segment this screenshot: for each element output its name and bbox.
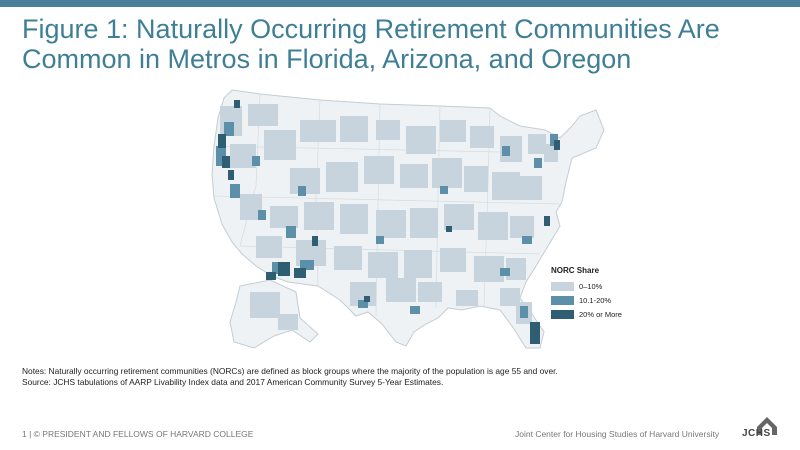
norc-region: [554, 140, 560, 150]
norc-region: [230, 144, 256, 168]
us-norc-map: [200, 86, 640, 361]
norc-region: [440, 120, 466, 142]
copyright-footer: 1 | © PRESIDENT AND FELLOWS OF HARVARD C…: [22, 429, 254, 439]
page-title: Figure 1: Naturally Occurring Retirement…: [22, 14, 782, 74]
norc-region: [270, 206, 298, 228]
norc-region: [264, 130, 296, 160]
norc-region: [364, 296, 370, 302]
norc-region: [376, 120, 400, 140]
legend-label-low: 0–10%: [579, 282, 603, 291]
norc-region: [474, 256, 504, 282]
norc-region: [300, 120, 336, 142]
norc-region: [256, 236, 282, 258]
title-line-1: Figure 1: Naturally Occurring Retirement…: [22, 14, 720, 44]
norc-region: [406, 126, 436, 154]
norc-region: [368, 252, 398, 278]
legend-swatch-low: [551, 282, 574, 291]
legend-item-low: 0–10%: [551, 280, 646, 293]
norc-region: [250, 292, 280, 318]
norc-region: [224, 122, 234, 136]
norc-region: [326, 162, 358, 192]
organization-footer: Joint Center for Housing Studies of Harv…: [515, 429, 720, 439]
norc-region: [418, 282, 442, 302]
norc-region: [278, 262, 290, 276]
norc-regions-dark: [218, 100, 560, 344]
norc-region: [506, 258, 526, 280]
norc-region: [530, 322, 540, 344]
norc-region: [376, 210, 406, 238]
norc-region: [520, 306, 528, 318]
norc-region: [258, 210, 266, 220]
norc-region: [216, 146, 226, 166]
norc-region: [248, 104, 278, 126]
norc-region: [240, 194, 262, 220]
norc-region: [234, 100, 240, 108]
norc-regions-light: [220, 104, 558, 330]
norc-region: [500, 268, 510, 276]
norc-region: [432, 158, 462, 188]
figure-notes: Notes: Naturally occurring retirement co…: [22, 366, 782, 388]
norc-region: [522, 236, 532, 244]
norc-region: [400, 164, 428, 188]
legend-swatch-mid: [551, 296, 574, 305]
map-svg: [211, 89, 605, 349]
legend-title: NORC Share: [551, 266, 600, 275]
norc-region: [440, 186, 448, 194]
norc-region: [410, 208, 438, 238]
norc-region: [404, 250, 432, 278]
norc-region: [334, 246, 362, 270]
map-legend: NORC Share 0–10% 10.1-20% 20% or More: [551, 266, 646, 322]
legend-item-mid: 10.1-20%: [551, 294, 646, 307]
norc-region: [298, 186, 306, 196]
norc-region: [312, 236, 318, 246]
norc-region: [266, 272, 276, 280]
norc-region: [544, 216, 550, 226]
norc-region: [502, 146, 510, 156]
notes-line: Notes: Naturally occurring retirement co…: [22, 366, 558, 376]
jchs-house-logo-icon: [757, 417, 777, 435]
norc-region: [252, 156, 260, 166]
norc-region: [222, 156, 230, 168]
norc-region: [478, 212, 508, 240]
norc-region: [340, 204, 368, 234]
norc-region: [278, 314, 298, 330]
norc-region: [286, 226, 296, 238]
norc-region: [446, 226, 452, 232]
norc-region: [440, 248, 466, 272]
norc-region: [300, 260, 314, 270]
norc-region: [500, 288, 520, 306]
norc-region: [444, 204, 474, 230]
norc-region: [364, 156, 394, 184]
norc-region: [358, 300, 368, 308]
norc-region: [340, 116, 368, 142]
top-accent-bar: [0, 0, 800, 7]
norc-region: [218, 134, 226, 148]
legend-swatch-high: [551, 310, 574, 319]
norc-region: [456, 290, 478, 306]
norc-region: [228, 170, 234, 180]
title-line-2: Common in Metros in Florida, Arizona, an…: [22, 44, 632, 74]
norc-region: [492, 172, 520, 200]
legend-item-high: 20% or More: [551, 308, 646, 321]
norc-region: [520, 176, 542, 200]
norc-region: [410, 306, 420, 314]
source-line: Source: JCHS tabulations of AARP Livabil…: [22, 377, 444, 387]
norc-region: [534, 158, 542, 168]
norc-region: [464, 166, 488, 192]
norc-region: [230, 184, 240, 198]
norc-region: [470, 126, 494, 148]
legend-label-high: 20% or More: [579, 310, 622, 319]
norc-region: [510, 216, 534, 238]
norc-region: [386, 278, 416, 302]
norc-region: [376, 236, 384, 244]
norc-region: [304, 202, 334, 230]
norc-region: [294, 268, 306, 278]
legend-label-mid: 10.1-20%: [579, 296, 612, 305]
jchs-logo-text: JCHS: [742, 428, 771, 439]
norc-region: [528, 134, 546, 154]
